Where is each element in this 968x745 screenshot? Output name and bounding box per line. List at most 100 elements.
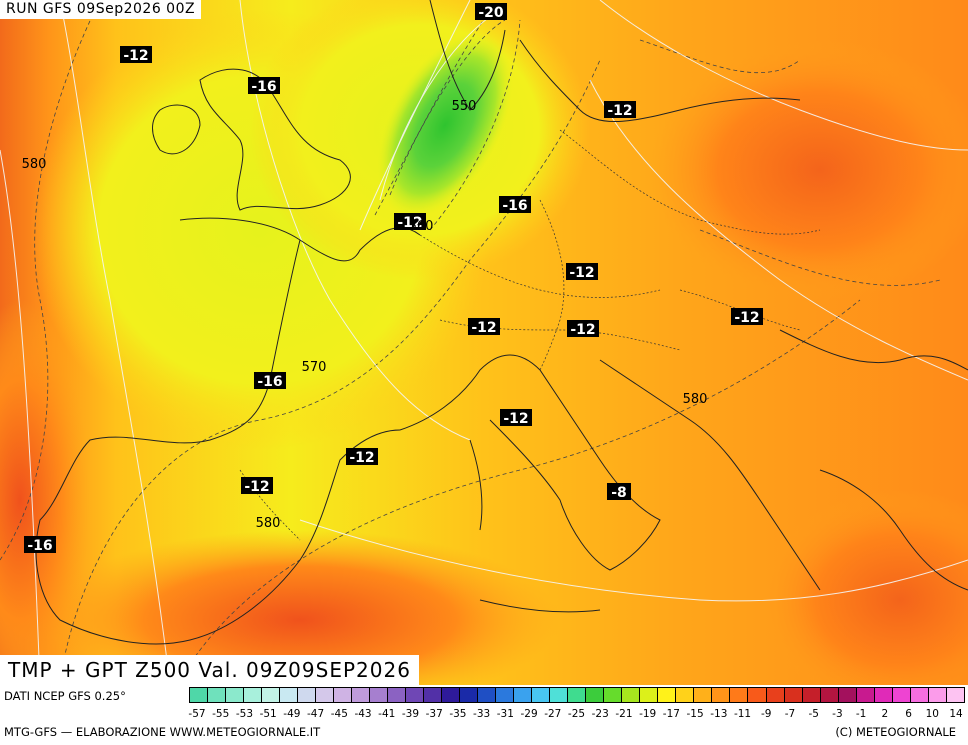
- color-scale-swatch: [459, 687, 479, 703]
- map-title: TMP + GPT Z500 Val. 09Z09SEP2026: [0, 655, 419, 685]
- color-scale-label: 2: [881, 708, 889, 720]
- color-scale-label: -35: [449, 708, 467, 720]
- temperature-label: -16: [254, 372, 286, 390]
- temperature-label: -12: [120, 46, 152, 64]
- temperature-label-text: -12: [397, 215, 422, 231]
- run-title: RUN GFS 09Sep2026 00Z: [0, 0, 202, 19]
- color-scale-label: 6: [905, 708, 912, 720]
- color-scale-label: -1: [855, 708, 867, 720]
- color-scale-swatch: [477, 687, 497, 703]
- color-scale-swatch: [657, 687, 677, 703]
- color-scale-label: -7: [784, 708, 796, 720]
- color-scale-swatch: [765, 687, 785, 703]
- temperature-label-text: -16: [502, 198, 527, 214]
- temperature-label-text: -12: [123, 48, 148, 64]
- color-scale-label: -31: [496, 708, 514, 720]
- color-scale-label: -5: [808, 708, 819, 720]
- color-scale-swatch: [297, 687, 317, 703]
- warm-zone-iberia-west: [0, 300, 90, 685]
- color-scale-swatch: [387, 687, 407, 703]
- color-scale-label: -55: [212, 708, 230, 720]
- temperature-label: -12: [567, 320, 599, 338]
- temperature-label-text: -16: [257, 374, 282, 390]
- color-scale-swatch: [279, 687, 299, 703]
- color-scale-swatch: [513, 687, 533, 703]
- weather-map: -20 -12 -16 -12 -16 -12 -12 -12 -12 -16 -12 -12 -12 -…: [0, 0, 968, 685]
- temperature-labels: -20 -12 -16 -12 -16 -12 -12 -12 -12 -16 -12 -12 -12 -…: [24, 3, 763, 554]
- color-scale-label: -39: [401, 708, 420, 720]
- footer: DATI NCEP GFS 0.25° -57 -55 -53 -51 -49 -47 -4…: [0, 685, 968, 745]
- color-scale-swatch: [675, 687, 695, 703]
- temperature-label: -12: [731, 308, 763, 326]
- color-scale-swatch: [531, 687, 551, 703]
- color-scale-swatch: [549, 687, 569, 703]
- color-scale-swatch: [783, 687, 803, 703]
- temperature-label: -8: [607, 483, 631, 501]
- height-labels: 580 550 560 570 580 580: [22, 99, 708, 531]
- color-scale-swatch: [729, 687, 749, 703]
- temperature-label-text: -12: [607, 103, 632, 119]
- height-label: 570: [302, 360, 327, 375]
- temperature-label: -12: [346, 448, 378, 466]
- height-label: 580: [683, 392, 708, 407]
- color-scale-swatch: [315, 687, 335, 703]
- temperature-label-text: -12: [244, 479, 269, 495]
- color-scale-label: -53: [235, 708, 254, 720]
- height-label: 580: [22, 157, 47, 172]
- temperature-label-text: -20: [478, 5, 504, 21]
- color-scale-swatch: [927, 687, 947, 703]
- color-scale-swatch: [423, 687, 443, 703]
- temperature-label: -20: [475, 3, 507, 21]
- color-scale-label: -19: [639, 708, 657, 720]
- temperature-label-text: -12: [734, 310, 759, 326]
- temperature-label-text: -12: [570, 322, 595, 338]
- height-label: 560: [409, 219, 434, 234]
- warm-zone-southeast: [760, 490, 968, 685]
- color-scale-bar: [189, 687, 965, 703]
- color-scale-label: 14: [949, 708, 963, 720]
- color-scale-label: -11: [733, 708, 752, 720]
- color-scale-swatch: [333, 687, 353, 703]
- color-scale-swatch: [891, 687, 911, 703]
- temperature-label: -12: [468, 318, 500, 336]
- height-label: 580: [256, 516, 281, 531]
- color-scale-label: -41: [378, 708, 396, 720]
- temperature-label-text: -12: [503, 411, 528, 427]
- color-scale-label: -43: [354, 708, 372, 720]
- color-scale-swatch: [855, 687, 875, 703]
- color-scale-label: -47: [307, 708, 325, 720]
- color-scale-label: -13: [710, 708, 728, 720]
- color-scale-label: -15: [686, 708, 704, 720]
- temperature-label: -12: [604, 101, 636, 119]
- temperature-label-text: -16: [27, 538, 52, 554]
- color-scale-swatch: [495, 687, 515, 703]
- color-scale-label: -21: [615, 708, 633, 720]
- color-scale-swatch: [873, 687, 893, 703]
- color-scale-label: -51: [259, 708, 277, 720]
- color-scale-swatch: [603, 687, 623, 703]
- color-scale-swatch: [225, 687, 245, 703]
- color-scale-swatch: [261, 687, 281, 703]
- color-scale-swatch: [945, 687, 965, 703]
- color-scale-swatch: [585, 687, 605, 703]
- color-scale-label: 10: [925, 708, 939, 720]
- data-source: DATI NCEP GFS 0.25°: [4, 689, 126, 703]
- color-scale-swatch: [567, 687, 587, 703]
- temperature-label: -16: [24, 536, 56, 554]
- temperature-label: -12: [241, 477, 273, 495]
- color-scale-swatch: [909, 687, 929, 703]
- color-scale-swatch: [711, 687, 731, 703]
- color-scale-swatch: [801, 687, 821, 703]
- color-scale-label: -37: [425, 708, 443, 720]
- temperature-label: -16: [248, 77, 280, 95]
- color-scale-label: -9: [761, 708, 772, 720]
- warm-zone-east: [650, 40, 968, 300]
- height-label: 550: [452, 99, 477, 114]
- color-scale-swatch: [693, 687, 713, 703]
- color-scale-swatch: [189, 687, 209, 703]
- color-scale-label: -25: [567, 708, 586, 720]
- color-scale-swatch: [207, 687, 227, 703]
- temperature-label: -12: [566, 263, 598, 281]
- isotherm-lines: [0, 0, 941, 681]
- color-scale-label: -29: [520, 708, 538, 720]
